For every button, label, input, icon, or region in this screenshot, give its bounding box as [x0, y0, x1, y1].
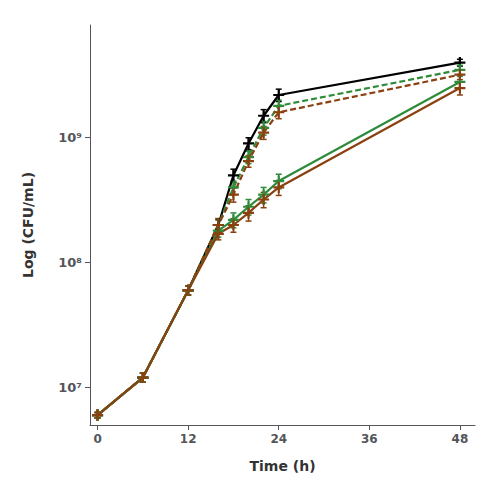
svg-text:10⁹: 10⁹	[58, 130, 82, 145]
svg-text:0: 0	[93, 432, 101, 446]
svg-text:12: 12	[180, 432, 197, 446]
svg-text:10⁸: 10⁸	[58, 255, 82, 270]
svg-text:Log (CFU/mL): Log (CFU/mL)	[20, 172, 36, 278]
svg-text:24: 24	[270, 432, 287, 446]
svg-text:Time (h): Time (h)	[249, 458, 315, 474]
svg-text:48: 48	[452, 432, 469, 446]
svg-text:36: 36	[361, 432, 378, 446]
svg-text:10⁷: 10⁷	[58, 380, 82, 395]
